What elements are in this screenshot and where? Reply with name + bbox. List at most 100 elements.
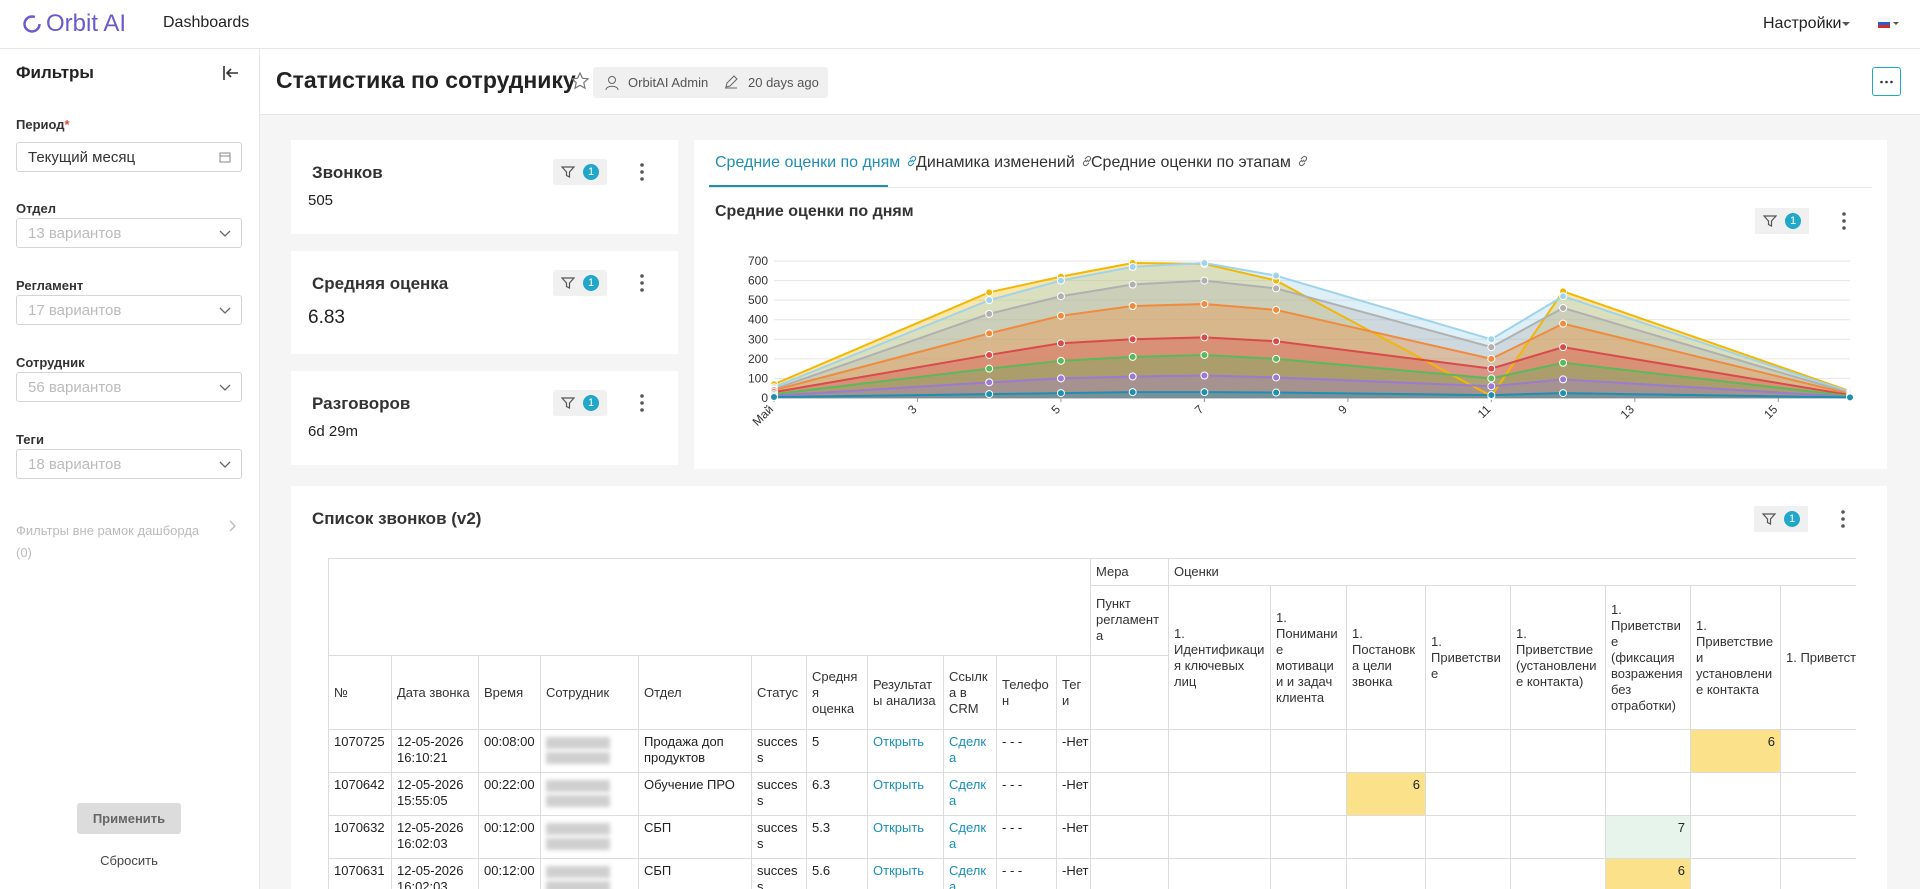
cell: 5 (806, 729, 868, 773)
filter-badge[interactable]: 1 (1754, 506, 1845, 532)
table-title: Список звонков (v2) (312, 509, 482, 528)
kpi-value: 505 (308, 192, 334, 209)
point (985, 288, 994, 297)
chart-title: Средние оценки по дням (715, 203, 914, 220)
kebab-menu[interactable] (1839, 210, 1849, 232)
column-header: Дата звонка (391, 655, 479, 730)
tab[interactable]: Средние оценки по этапам (1091, 154, 1310, 172)
point (1200, 258, 1209, 267)
cell: 6.3 (806, 772, 868, 816)
cell[interactable]: Сделка (943, 858, 997, 889)
cell: Продажа доп продуктов (638, 729, 752, 773)
cell[interactable]: Сделка (943, 729, 997, 773)
employee-cell (540, 815, 639, 859)
logo[interactable]: Orbit AI (46, 10, 127, 37)
kebab-menu[interactable] (637, 161, 647, 183)
more-button[interactable] (1872, 67, 1901, 96)
point (1200, 371, 1209, 380)
score-cell (1346, 729, 1426, 773)
point (1056, 374, 1065, 383)
filter-label: Сотрудник (16, 355, 85, 370)
blurred-name (546, 866, 610, 878)
filter-badge[interactable]: 1 (553, 390, 644, 416)
point (985, 390, 994, 399)
filter-select[interactable]: 13 вариантов (16, 218, 242, 248)
filter-select[interactable]: 18 вариантов (16, 449, 242, 479)
tab[interactable]: Динамика изменений (916, 154, 1094, 172)
score-header: 1. Приветствие (1425, 585, 1511, 730)
y-tick-label: 700 (748, 254, 768, 268)
cell[interactable]: Открыть (867, 729, 944, 773)
cell[interactable]: Открыть (867, 815, 944, 859)
point (1128, 262, 1137, 271)
dot (640, 401, 644, 405)
column-header: Телефон (996, 655, 1057, 730)
score-cell: 6 (1690, 729, 1781, 773)
score-cell (1270, 729, 1347, 773)
period-input[interactable]: Текущий месяц (16, 142, 242, 172)
kpi-value: 6.83 (308, 307, 345, 328)
funnel (561, 277, 575, 289)
y-tick-label: 100 (748, 371, 768, 385)
score-cell (1510, 729, 1606, 773)
funnel (1762, 513, 1776, 525)
filter-badge[interactable]: 1 (1755, 208, 1846, 234)
score-cell (1690, 772, 1781, 816)
period-value: Текущий месяц (28, 149, 136, 166)
point (1559, 292, 1568, 301)
apply-button[interactable]: Применить (77, 803, 181, 834)
series-area (774, 337, 1850, 398)
filter-icon (561, 397, 575, 409)
cell: success (751, 815, 807, 859)
tab-label: Средние оценки по дням (715, 154, 901, 171)
kebab-menu[interactable] (637, 392, 647, 414)
cell: 1070725 (328, 729, 392, 773)
nav-dashboards[interactable]: Dashboards (163, 14, 250, 31)
filter-select[interactable]: 56 вариантов (16, 372, 242, 402)
cell[interactable]: Сделка (943, 772, 997, 816)
y-tick-label: 600 (748, 274, 768, 288)
favorite-star[interactable] (570, 71, 590, 91)
filter-icon (561, 166, 575, 178)
column-header: Теги (1056, 655, 1091, 730)
point (1487, 343, 1496, 352)
column-header: Время (478, 655, 541, 730)
kebab-menu[interactable] (637, 272, 647, 294)
collapse-button[interactable] (222, 65, 240, 81)
score-cell (1425, 729, 1511, 773)
blurred-name (546, 737, 610, 749)
x-tick-label: 11 (1475, 402, 1494, 421)
kebab-menu[interactable] (1838, 508, 1848, 530)
score-header: 1. Постановка цели звонка (1346, 585, 1426, 730)
outside-filters[interactable]: Фильтры вне рамок дашборда (0) (16, 520, 216, 564)
column-header: Отдел (638, 655, 752, 730)
tab[interactable]: Средние оценки по дням (715, 154, 919, 172)
cell: - - - (996, 858, 1057, 889)
filter-select[interactable]: 17 вариантов (16, 295, 242, 325)
filter-badge[interactable]: 1 (553, 270, 644, 296)
cell[interactable]: Открыть (867, 772, 944, 816)
x-tick-label: Май (750, 402, 777, 429)
filter-count: 1 (1784, 511, 1800, 527)
score-cell (1346, 858, 1426, 889)
cell[interactable]: Открыть (867, 858, 944, 889)
table-wrap: Мера Оценки Пункт регламента 1. Идентификац… (328, 558, 1856, 889)
cell: - - - (996, 772, 1057, 816)
point (1056, 356, 1065, 365)
chevron-down (219, 230, 231, 237)
point (985, 309, 994, 318)
employee-cell (540, 858, 639, 889)
filter-badge[interactable]: 1 (553, 159, 644, 185)
score-cell: 7 (1605, 815, 1691, 859)
cell: -Нет тега- (1056, 858, 1091, 889)
link-icon (1298, 155, 1307, 167)
placeholder: 18 вариантов (28, 456, 122, 473)
title-bar: Статистика по сотруднику OrbitAI Admin 2… (260, 49, 1920, 115)
point (1559, 343, 1568, 352)
cell[interactable]: Сделка (943, 815, 997, 859)
column-header: № (328, 655, 392, 730)
kpi-title: Звонков (312, 163, 383, 182)
settings-menu[interactable]: Настройки (1763, 15, 1842, 32)
reset-button[interactable]: Сбросить (100, 853, 158, 868)
